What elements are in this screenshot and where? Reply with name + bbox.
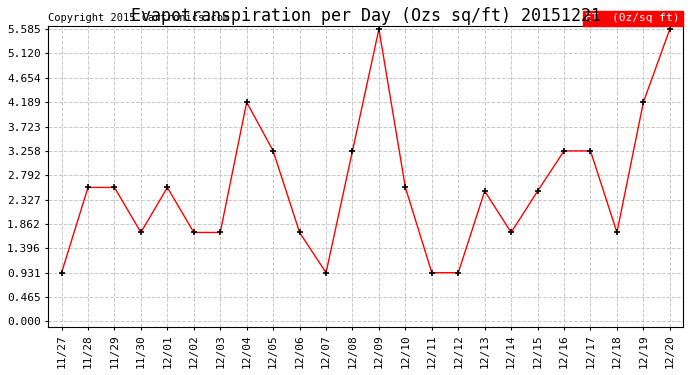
- Title: Evapotranspiration per Day (Ozs sq/ft) 20151221: Evapotranspiration per Day (Ozs sq/ft) 2…: [130, 7, 601, 25]
- Text: Copyright 2015 Cartronics.com: Copyright 2015 Cartronics.com: [48, 13, 230, 24]
- Text: ET  (0z/sq ft): ET (0z/sq ft): [585, 13, 680, 24]
